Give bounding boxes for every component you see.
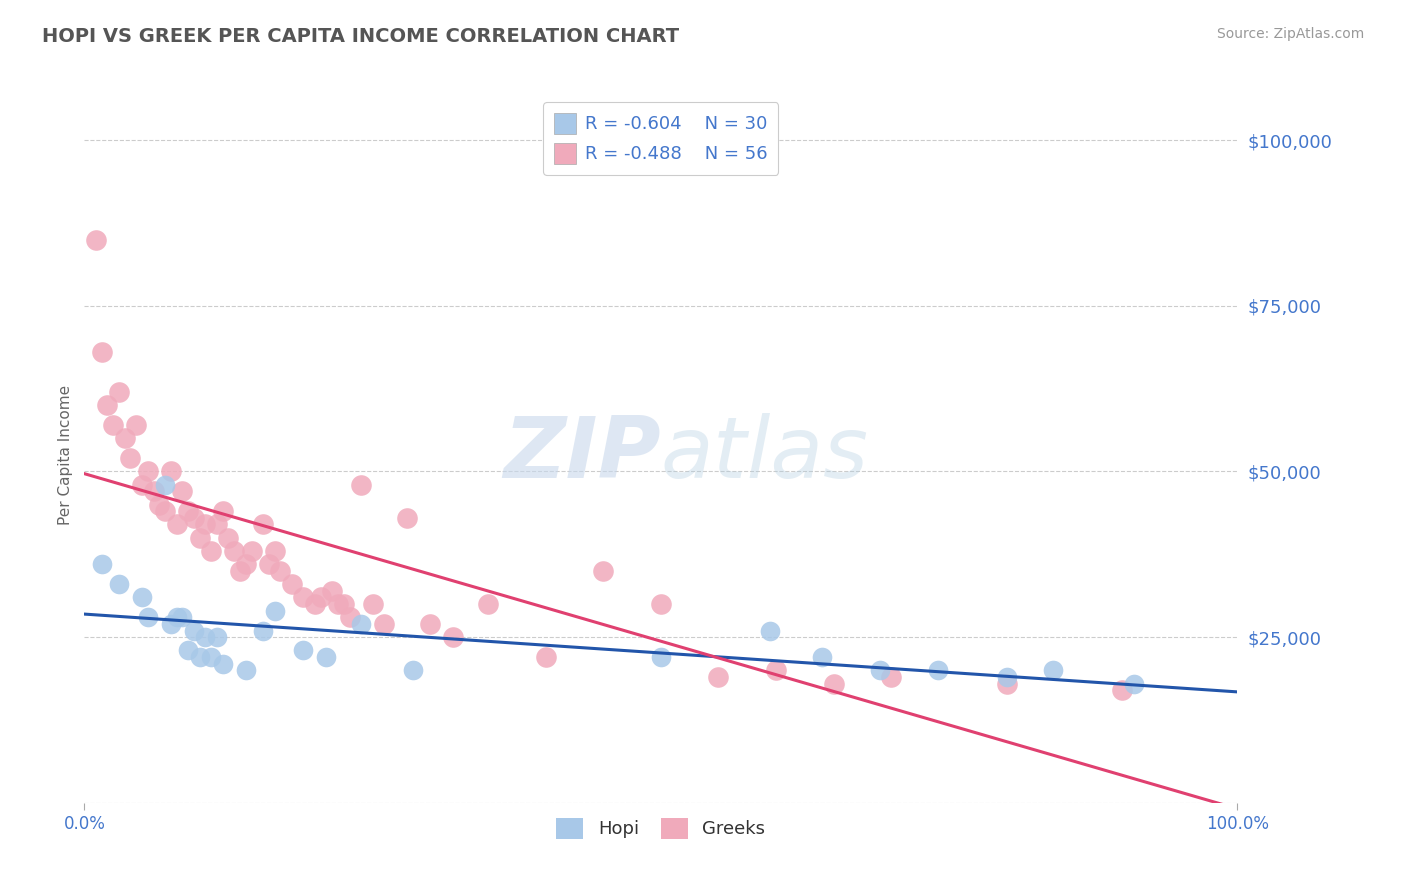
- Point: [927, 663, 949, 677]
- Point: [96, 398, 118, 412]
- Point: [183, 511, 205, 525]
- Point: [229, 564, 252, 578]
- Point: [142, 484, 165, 499]
- Point: [136, 610, 159, 624]
- Point: [200, 650, 222, 665]
- Point: [131, 477, 153, 491]
- Text: Source: ZipAtlas.com: Source: ZipAtlas.com: [1216, 27, 1364, 41]
- Point: [160, 616, 183, 631]
- Point: [252, 624, 274, 638]
- Point: [205, 630, 228, 644]
- Point: [108, 577, 131, 591]
- Point: [240, 544, 263, 558]
- Point: [194, 630, 217, 644]
- Point: [592, 564, 614, 578]
- Point: [172, 484, 194, 499]
- Point: [315, 650, 337, 665]
- Point: [90, 345, 112, 359]
- Point: [136, 465, 159, 479]
- Point: [759, 624, 782, 638]
- Point: [235, 558, 257, 572]
- Y-axis label: Per Capita Income: Per Capita Income: [58, 384, 73, 525]
- Point: [880, 670, 903, 684]
- Point: [373, 616, 395, 631]
- Point: [350, 616, 373, 631]
- Point: [200, 544, 222, 558]
- Point: [811, 650, 834, 665]
- Point: [281, 577, 304, 591]
- Point: [90, 558, 112, 572]
- Point: [292, 643, 315, 657]
- Point: [103, 418, 124, 433]
- Point: [1111, 683, 1133, 698]
- Point: [188, 531, 211, 545]
- Point: [188, 650, 211, 665]
- Point: [309, 591, 332, 605]
- Point: [1042, 663, 1064, 677]
- Point: [869, 663, 891, 677]
- Point: [333, 597, 356, 611]
- Point: [995, 676, 1018, 690]
- Point: [339, 610, 361, 624]
- Point: [177, 504, 200, 518]
- Point: [402, 663, 425, 677]
- Point: [120, 451, 142, 466]
- Point: [160, 465, 183, 479]
- Point: [396, 511, 419, 525]
- Point: [765, 663, 787, 677]
- Text: ZIP: ZIP: [503, 413, 661, 497]
- Point: [131, 591, 153, 605]
- Point: [292, 591, 315, 605]
- Point: [707, 670, 730, 684]
- Point: [321, 583, 343, 598]
- Point: [995, 670, 1018, 684]
- Point: [166, 517, 188, 532]
- Point: [419, 616, 441, 631]
- Point: [650, 597, 672, 611]
- Point: [211, 504, 233, 518]
- Point: [177, 643, 200, 657]
- Point: [211, 657, 233, 671]
- Point: [205, 517, 228, 532]
- Point: [153, 504, 176, 518]
- Point: [183, 624, 205, 638]
- Point: [166, 610, 188, 624]
- Point: [361, 597, 384, 611]
- Point: [125, 418, 148, 433]
- Point: [534, 650, 557, 665]
- Point: [114, 431, 136, 445]
- Point: [257, 558, 280, 572]
- Legend: Hopi, Greeks: Hopi, Greeks: [550, 811, 772, 846]
- Point: [263, 604, 285, 618]
- Point: [148, 498, 170, 512]
- Point: [304, 597, 326, 611]
- Point: [108, 384, 131, 399]
- Point: [1122, 676, 1144, 690]
- Point: [224, 544, 246, 558]
- Point: [477, 597, 499, 611]
- Text: atlas: atlas: [661, 413, 869, 497]
- Point: [326, 597, 349, 611]
- Point: [218, 531, 240, 545]
- Point: [269, 564, 291, 578]
- Text: HOPI VS GREEK PER CAPITA INCOME CORRELATION CHART: HOPI VS GREEK PER CAPITA INCOME CORRELAT…: [42, 27, 679, 45]
- Point: [650, 650, 672, 665]
- Point: [823, 676, 845, 690]
- Point: [172, 610, 194, 624]
- Point: [441, 630, 464, 644]
- Point: [350, 477, 373, 491]
- Point: [153, 477, 176, 491]
- Point: [84, 233, 107, 247]
- Point: [252, 517, 274, 532]
- Point: [263, 544, 285, 558]
- Point: [194, 517, 217, 532]
- Point: [235, 663, 257, 677]
